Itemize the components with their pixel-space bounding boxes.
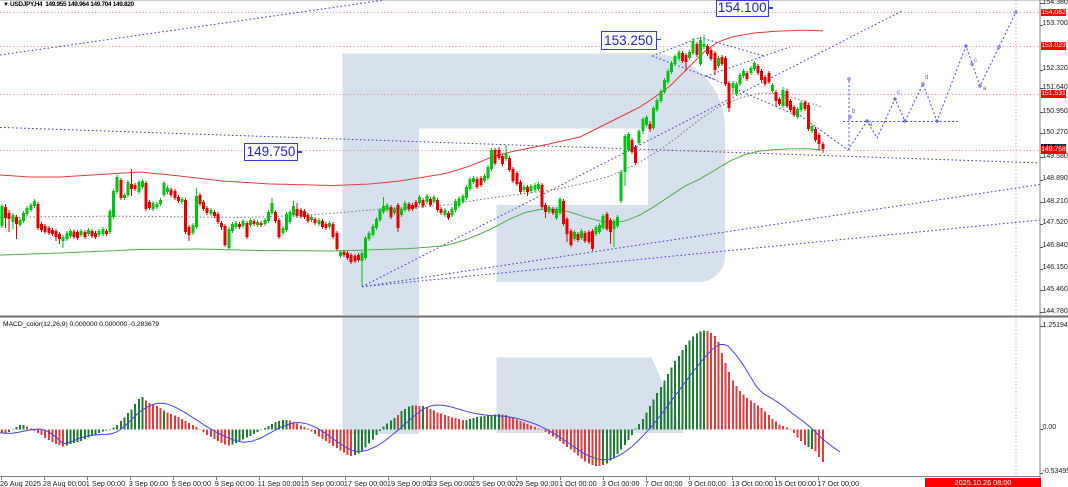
svg-text:c: c (974, 58, 977, 64)
svg-text:b: b (852, 109, 856, 115)
svg-text:a: a (869, 122, 873, 128)
svg-text:c: c (897, 90, 900, 96)
svg-text:a: a (983, 86, 987, 92)
svg-text:d: d (925, 75, 928, 81)
